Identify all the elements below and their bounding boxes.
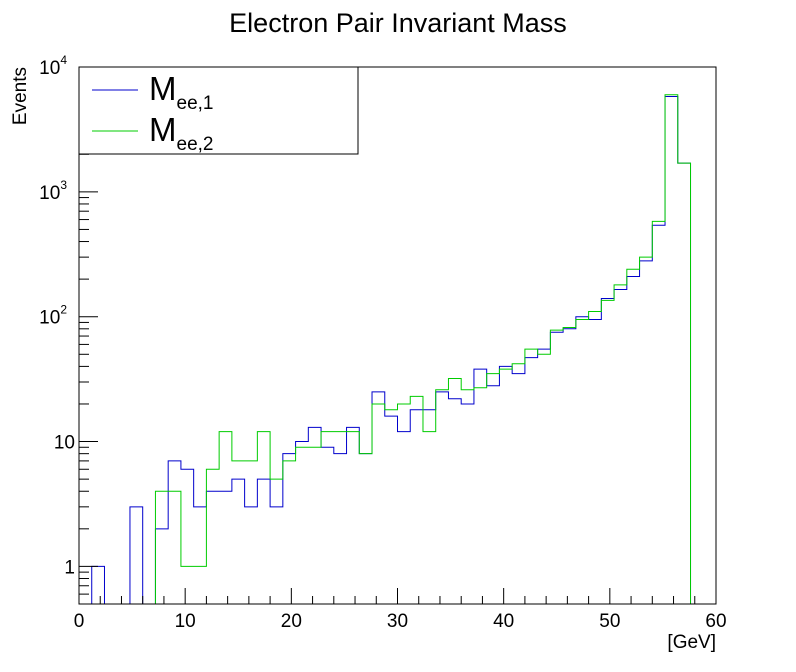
y-tick-label: 103	[39, 178, 67, 204]
x-tick-label: 60	[705, 611, 726, 632]
x-tick-labels: 0 10 20 30 40 50 60	[74, 611, 727, 632]
series-ee1-step-line	[79, 96, 716, 605]
x-tick-label: 20	[281, 611, 302, 632]
legend-box	[78, 66, 359, 155]
series-ee2-step-line	[79, 94, 716, 605]
series-layer	[79, 94, 716, 605]
legend: Mee,1 Mee,2	[78, 66, 359, 155]
y-tick-labels: 1 10 102 103 104	[39, 53, 75, 578]
x-tick-label: 40	[493, 611, 514, 632]
y-tick-label: 104	[39, 53, 67, 79]
x-tick-label: 30	[387, 611, 408, 632]
x-axis-label: [GeV]	[667, 632, 716, 653]
legend-label-mee2: Mee,2	[149, 111, 213, 155]
x-tick-label: 0	[74, 611, 85, 632]
x-tick-label: 50	[599, 611, 620, 632]
x-tick-label: 10	[175, 611, 196, 632]
y-tick-label: 102	[39, 303, 67, 329]
y-tick-label: 1	[64, 557, 75, 578]
legend-label-mee1: Mee,1	[149, 70, 213, 114]
chart-title: Electron Pair Invariant Mass	[229, 8, 567, 38]
y-axis-label: Events	[10, 67, 31, 125]
y-tick-label: 10	[54, 433, 75, 454]
